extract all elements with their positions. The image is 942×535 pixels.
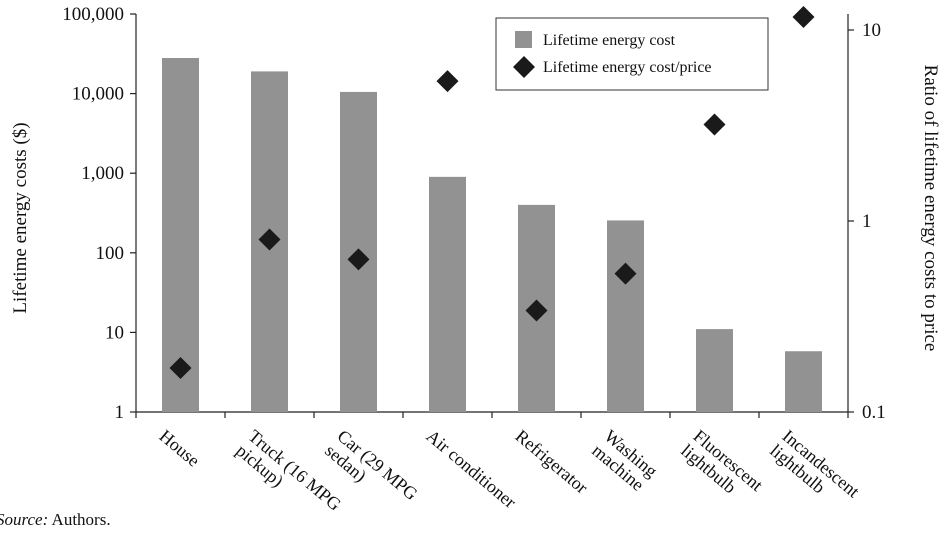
legend: Lifetime energy cost Lifetime energy cos… bbox=[495, 17, 769, 91]
ratio-marker bbox=[258, 228, 281, 251]
y2-axis-title: Ratio of lifetime energy costs to price bbox=[920, 65, 941, 352]
legend-diamond-label: Lifetime energy cost/price bbox=[543, 59, 712, 76]
y-tick-label: 100 bbox=[96, 243, 125, 264]
category-label-line: Refrigerator bbox=[512, 426, 592, 498]
y-tick-label: 10 bbox=[105, 322, 124, 343]
y2-tick-label: 1 bbox=[862, 211, 872, 232]
bar bbox=[607, 220, 644, 412]
ratio-marker bbox=[347, 248, 370, 271]
category-label-line: House bbox=[156, 426, 204, 471]
bar bbox=[429, 176, 466, 412]
ratio-marker bbox=[614, 262, 637, 285]
y-tick-label: 10,000 bbox=[72, 84, 124, 105]
bar bbox=[696, 329, 733, 412]
y2-tick-label: 0.1 bbox=[862, 402, 886, 423]
y-tick-label: 1 bbox=[115, 402, 125, 423]
y-tick-label: 100,000 bbox=[62, 4, 124, 25]
ratio-marker bbox=[792, 6, 815, 28]
ratio-series bbox=[169, 6, 815, 379]
y2-tick-label: 10 bbox=[862, 20, 881, 41]
legend-box bbox=[495, 17, 769, 91]
category-label: Air conditioner bbox=[423, 426, 520, 512]
ratio-marker bbox=[169, 356, 192, 379]
y-tick-label: 1,000 bbox=[81, 163, 124, 184]
ratio-marker bbox=[436, 70, 459, 93]
bar bbox=[162, 58, 199, 412]
bar-series bbox=[162, 58, 822, 412]
source-note: Source: Authors. bbox=[0, 510, 111, 530]
source-label: Source: bbox=[0, 510, 49, 529]
y-axis-title: Lifetime energy costs ($) bbox=[10, 122, 31, 313]
ratio-marker bbox=[703, 113, 726, 136]
legend-diamond-swatch bbox=[513, 56, 535, 78]
category-label: Refrigerator bbox=[512, 426, 592, 498]
category-label-line: Air conditioner bbox=[423, 426, 520, 512]
category-label: House bbox=[156, 426, 204, 471]
legend-bar-swatch bbox=[515, 31, 532, 48]
legend-bar-label: Lifetime energy cost bbox=[543, 32, 676, 49]
bar bbox=[785, 351, 822, 412]
source-text: Authors. bbox=[48, 510, 111, 529]
ratio-marker bbox=[525, 299, 548, 322]
